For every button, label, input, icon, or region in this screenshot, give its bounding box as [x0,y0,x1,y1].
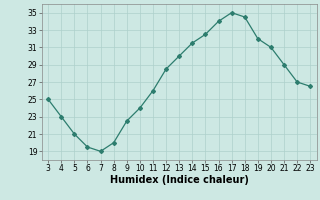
X-axis label: Humidex (Indice chaleur): Humidex (Indice chaleur) [110,175,249,185]
